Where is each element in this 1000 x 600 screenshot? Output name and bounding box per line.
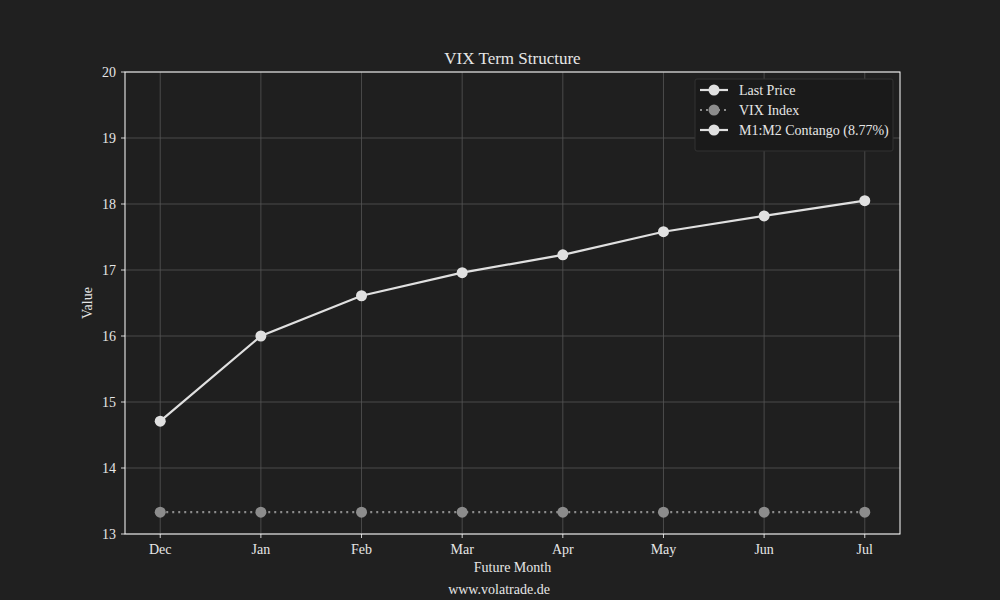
tick xyxy=(121,402,125,403)
tick xyxy=(864,534,865,538)
tick-label: 18 xyxy=(102,197,116,212)
marker xyxy=(759,210,770,221)
tick-label: Jan xyxy=(252,542,271,557)
x-axis-label: Future Month xyxy=(474,560,551,575)
frame xyxy=(125,72,900,534)
grid-line xyxy=(562,72,563,534)
grid xyxy=(125,72,900,534)
tick-label: Jun xyxy=(754,542,773,557)
tick-label: 16 xyxy=(102,329,116,344)
marker xyxy=(557,507,568,518)
tick-label: Dec xyxy=(149,542,172,557)
tick xyxy=(121,336,125,337)
tick-label: 13 xyxy=(102,527,116,542)
legend-marker xyxy=(709,105,720,116)
background xyxy=(0,0,1000,600)
marker xyxy=(155,416,166,427)
tick-label: 14 xyxy=(102,461,116,476)
chart: 13 14 15 16 17 18 19 20 Dec Jan Feb Mar Apr May Jun Jul… xyxy=(0,0,1000,600)
marker xyxy=(658,226,669,237)
grid-line xyxy=(125,402,900,403)
tick xyxy=(121,270,125,271)
marker xyxy=(255,331,266,342)
plot-area xyxy=(125,72,900,534)
tick-label: Apr xyxy=(552,542,574,557)
marker xyxy=(658,507,669,518)
tick xyxy=(121,72,125,73)
marker xyxy=(155,507,166,518)
tick-label: 20 xyxy=(102,65,116,80)
tick xyxy=(462,534,463,538)
tick-label: May xyxy=(651,542,677,557)
grid-line xyxy=(125,468,900,469)
marker xyxy=(457,267,468,278)
tick-label: 15 xyxy=(102,395,116,410)
legend-label: M1:M2 Contango (8.77%) xyxy=(739,123,889,139)
grid-line xyxy=(361,72,362,534)
tick xyxy=(121,534,125,535)
tick-label: 17 xyxy=(102,263,116,278)
tick xyxy=(121,468,125,469)
tick-label: 19 xyxy=(102,131,116,146)
title: VIX Term Structure xyxy=(444,49,580,68)
legend: Last Price VIX Index M1:M2 Contango (8.77%… xyxy=(695,79,893,151)
tick xyxy=(562,534,563,538)
grid-line xyxy=(125,336,900,337)
legend-label: VIX Index xyxy=(739,103,799,118)
tick xyxy=(764,534,765,538)
grid-line xyxy=(260,72,261,534)
grid-line xyxy=(125,204,900,205)
marker xyxy=(356,290,367,301)
series-line xyxy=(160,201,865,421)
marker xyxy=(859,195,870,206)
marker xyxy=(356,507,367,518)
grid-line xyxy=(462,72,463,534)
tick xyxy=(663,534,664,538)
tick-label: Jul xyxy=(857,542,873,557)
legend-box xyxy=(695,79,893,151)
tick xyxy=(160,534,161,538)
legend-marker xyxy=(709,85,720,96)
legend-marker xyxy=(709,125,720,136)
grid-line xyxy=(125,270,900,271)
footer: www.volatrade.de xyxy=(448,582,550,597)
series-group xyxy=(155,195,871,518)
tick-label: Feb xyxy=(351,542,372,557)
legend-label: Last Price xyxy=(739,83,795,98)
marker xyxy=(457,507,468,518)
marker xyxy=(557,249,568,260)
marker xyxy=(255,507,266,518)
grid-line xyxy=(160,72,161,534)
y-axis-label: Value xyxy=(80,287,95,319)
tick xyxy=(121,204,125,205)
marker xyxy=(859,507,870,518)
tick xyxy=(121,138,125,139)
tick-label: Mar xyxy=(451,542,475,557)
grid-line xyxy=(663,72,664,534)
tick xyxy=(260,534,261,538)
marker xyxy=(759,507,770,518)
tick xyxy=(361,534,362,538)
